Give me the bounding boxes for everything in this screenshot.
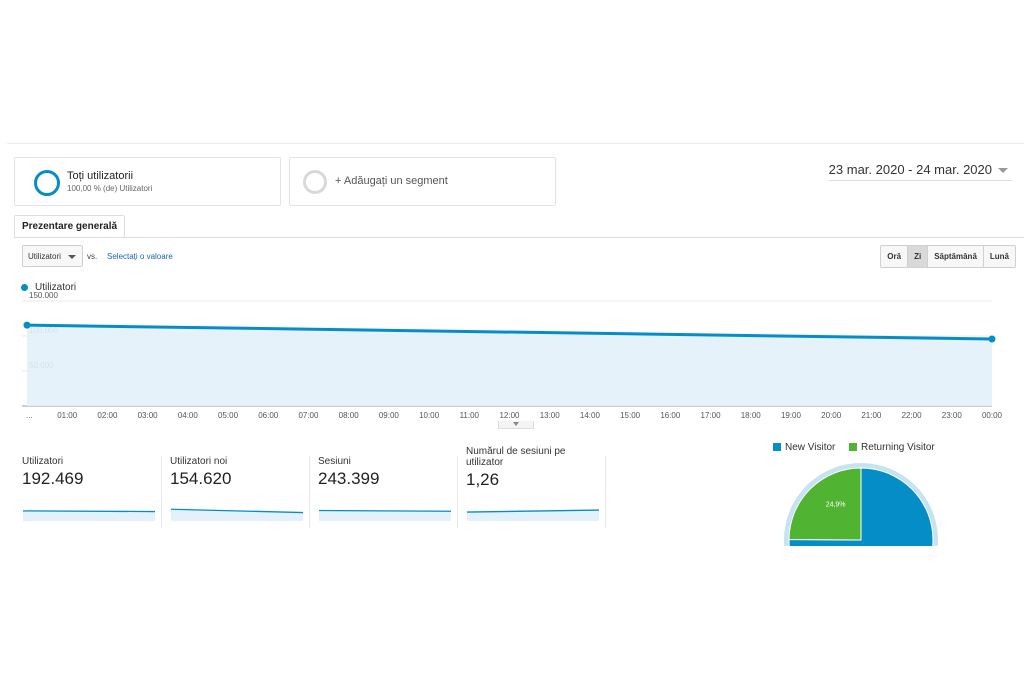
sparkline-line (171, 508, 303, 514)
x-tick-label: 06:00 (258, 411, 279, 420)
select-value-link[interactable]: Selectați o valoare (107, 252, 173, 261)
kpi-sparkline (467, 509, 599, 521)
users-line-chart: 150.000100.00050.000...01:0002:0003:0004… (22, 291, 1003, 420)
x-tick-label: 08:00 (339, 411, 360, 420)
x-tick-label: 20:00 (821, 411, 842, 420)
kpi-new-users[interactable]: Utilizatori noi 154.620 (170, 456, 305, 526)
tab-overview[interactable]: Prezentare generală (14, 215, 126, 238)
pie-slice-label: 24,9% (826, 501, 846, 508)
kpi-sparkline (171, 508, 303, 521)
series-area (27, 325, 992, 406)
granularity-toggle: Oră Zi Săptămână Lună (880, 245, 1016, 268)
pie-legend-new: New Visitor (773, 442, 835, 453)
metric-select-value: Utilizatori (28, 252, 61, 261)
segment-ring-icon (34, 170, 60, 196)
legend-swatch (773, 443, 781, 451)
x-tick-label: 05:00 (218, 411, 239, 420)
kpi-divider (309, 456, 310, 528)
kpi-label: Numărul de sesiuni pe utilizator (466, 446, 566, 468)
visitor-type-pie-chart: 24,9% (784, 463, 938, 546)
y-tick-label: 150.000 (29, 291, 58, 300)
chart-expand-toggle[interactable] (498, 421, 534, 429)
pie-legend-label: New Visitor (785, 442, 836, 453)
add-segment-button[interactable]: + Adăugați un segment (289, 157, 556, 206)
x-tick-label: 21:00 (861, 411, 882, 420)
x-tick-label: 04:00 (178, 411, 199, 420)
chevron-down-icon (998, 168, 1008, 174)
pie-legend-returning: Returning Visitor (849, 442, 935, 453)
kpi-divider (161, 456, 162, 528)
granularity-hour-button[interactable]: Oră (881, 246, 909, 267)
series-legend-label: Utilizatori (35, 282, 77, 293)
sparkline-area (23, 510, 155, 521)
chevron-down-icon (513, 422, 519, 426)
kpi-divider (605, 456, 606, 528)
x-tick-label: 18:00 (741, 411, 762, 420)
series-line (26, 323, 993, 341)
kpi-label: Sesiuni (318, 456, 351, 467)
legend-swatch (849, 443, 857, 451)
x-tick-label: 12:00 (499, 411, 520, 420)
x-tick-label: 16:00 (660, 411, 681, 420)
kpi-label: Utilizatori (22, 456, 64, 467)
data-point (23, 321, 31, 329)
x-tick-label: 07:00 (298, 411, 319, 420)
x-tick-label: ... (26, 411, 33, 420)
granularity-week-button[interactable]: Săptămână (928, 246, 984, 267)
kpi-label: Utilizatori noi (170, 456, 228, 467)
kpi-value: 1,26 (466, 470, 500, 489)
x-tick-label: 11:00 (460, 411, 480, 420)
pie-slice (788, 467, 934, 546)
x-tick-label: 19:00 (781, 411, 802, 420)
chevron-down-icon (68, 255, 76, 259)
pie-legend-label: Returning Visitor (861, 442, 935, 453)
segment-subtitle: 100,00 % (de) Utilizatori (67, 184, 153, 193)
x-tick-label: 22:00 (902, 411, 923, 420)
segment-title: Toți utilizatorii (67, 170, 134, 182)
x-tick-label: 15:00 (620, 411, 641, 420)
kpi-sessions[interactable]: Sesiuni 243.399 (318, 456, 453, 526)
pie-slice (788, 467, 862, 541)
empty-segment-ring-icon (303, 170, 327, 194)
kpi-users[interactable]: Utilizatori 192.469 (22, 456, 157, 526)
kpi-sparkline (319, 509, 451, 521)
sparkline-line (23, 510, 155, 513)
granularity-day-button[interactable]: Zi (908, 246, 929, 267)
vs-label: vs. (87, 252, 98, 261)
kpi-sessions-per-user[interactable]: Numărul de sesiuni pe utilizator 1,26 (466, 446, 601, 526)
tab-divider (14, 237, 1024, 238)
x-tick-label: 10:00 (419, 411, 440, 420)
data-point (988, 335, 996, 343)
sparkline-line (467, 509, 599, 513)
x-tick-label: 14:00 (580, 411, 601, 420)
date-range-label: 23 mar. 2020 - 24 mar. 2020 (828, 162, 992, 177)
x-tick-label: 23:00 (942, 411, 963, 420)
audience-overview-panel: Toți utilizatorii 100,00 % (de) Utilizat… (7, 143, 1024, 546)
metric-select[interactable]: Utilizatori (22, 245, 83, 267)
x-tick-label: 09:00 (379, 411, 400, 420)
sparkline-line (319, 509, 451, 512)
kpi-sparkline (23, 510, 155, 521)
x-tick-label: 01:00 (57, 411, 78, 420)
series-legend-dot (21, 284, 28, 291)
x-tick-label: 13:00 (540, 411, 561, 420)
kpi-value: 243.399 (318, 469, 380, 488)
date-range-picker[interactable]: 23 mar. 2020 - 24 mar. 2020 (828, 160, 1012, 181)
x-tick-label: 17:00 (701, 411, 722, 420)
x-tick-label: 03:00 (138, 411, 159, 420)
add-segment-label: + Adăugați un segment (335, 175, 448, 187)
segment-all-users[interactable]: Toți utilizatorii 100,00 % (de) Utilizat… (14, 157, 281, 206)
x-tick-label: 00:00 (982, 411, 1003, 420)
kpi-value: 154.620 (170, 469, 232, 488)
kpi-divider (457, 456, 458, 528)
kpi-value: 192.469 (22, 469, 84, 488)
sparkline-area (467, 510, 599, 521)
granularity-month-button[interactable]: Lună (983, 246, 1015, 267)
sparkline-area (319, 510, 451, 521)
x-tick-label: 02:00 (97, 411, 118, 420)
